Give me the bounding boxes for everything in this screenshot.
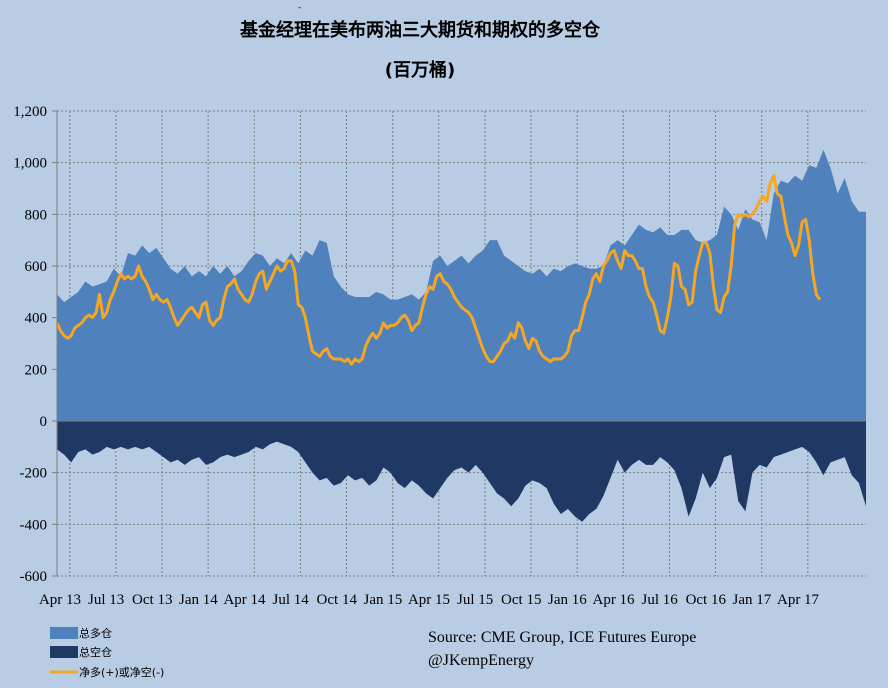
x-tick-label: Jan 14 xyxy=(179,592,218,608)
x-tick-label: Oct 15 xyxy=(501,592,541,608)
x-tick-label: Jul 13 xyxy=(88,592,124,608)
legend-swatch-long xyxy=(50,627,78,639)
y-tick-label: 600 xyxy=(25,259,48,275)
plot-lines xyxy=(55,174,822,366)
y-tick-labels: -600 -400 -200 0 200 400 600 800 1,000 1,200 xyxy=(13,104,47,585)
series-net-line xyxy=(55,174,822,366)
legend-label-long: 总多仓 xyxy=(79,626,112,640)
series-short-area xyxy=(57,421,866,522)
x-tick-label: Apr 17 xyxy=(777,592,820,608)
plot-areas xyxy=(57,149,866,522)
chart-subtitle: (百万桶) xyxy=(385,59,455,81)
x-tick-label: Oct 13 xyxy=(132,592,172,608)
x-tick-labels: Apr 13 Jul 13 Oct 13 Jan 14 Apr 14 Jul 14 Oct … xyxy=(39,592,820,608)
y-tick-label: -400 xyxy=(20,517,48,533)
x-tick-label: Apr 16 xyxy=(592,592,635,608)
y-tick-label: -600 xyxy=(20,569,48,585)
axes xyxy=(52,110,866,577)
legend-swatch-short xyxy=(50,646,78,658)
x-tick-label: Jan 17 xyxy=(733,592,772,608)
series-long-area xyxy=(57,149,866,421)
y-tick-label: -200 xyxy=(20,466,48,482)
source-line-2: @JKempEnergy xyxy=(428,652,534,669)
x-tick-label: Jul 16 xyxy=(642,592,679,608)
x-tick-label: Apr 13 xyxy=(39,592,81,608)
chart-title: 基金经理在美布两油三大期货和期权的多空仓 xyxy=(239,19,601,41)
x-tick-label: Jan 15 xyxy=(364,592,403,608)
x-tick-label: Apr 14 xyxy=(223,592,266,608)
decorative-mark: - xyxy=(298,3,301,13)
legend: 总多仓 总空仓 净多(+)或净空(-) xyxy=(50,626,164,679)
y-tick-label: 400 xyxy=(25,311,48,327)
x-tick-label: Apr 15 xyxy=(408,592,450,608)
x-tick-label: Oct 14 xyxy=(317,592,358,608)
y-tick-label: 1,000 xyxy=(13,156,47,172)
legend-label-net: 净多(+)或净空(-) xyxy=(79,665,164,679)
x-tick-label: Jul 15 xyxy=(457,592,493,608)
x-tick-label: Jan 16 xyxy=(548,592,587,608)
x-tick-label: Oct 16 xyxy=(686,592,727,608)
y-tick-label: 800 xyxy=(25,207,48,223)
y-tick-label: 1,200 xyxy=(13,104,47,120)
y-tick-label: 200 xyxy=(25,362,48,378)
x-tick-label: Jul 14 xyxy=(273,592,310,608)
source-line-1: Source: CME Group, ICE Futures Europe xyxy=(428,629,696,646)
legend-label-short: 总空仓 xyxy=(79,645,112,659)
y-tick-label: 0 xyxy=(40,414,48,430)
